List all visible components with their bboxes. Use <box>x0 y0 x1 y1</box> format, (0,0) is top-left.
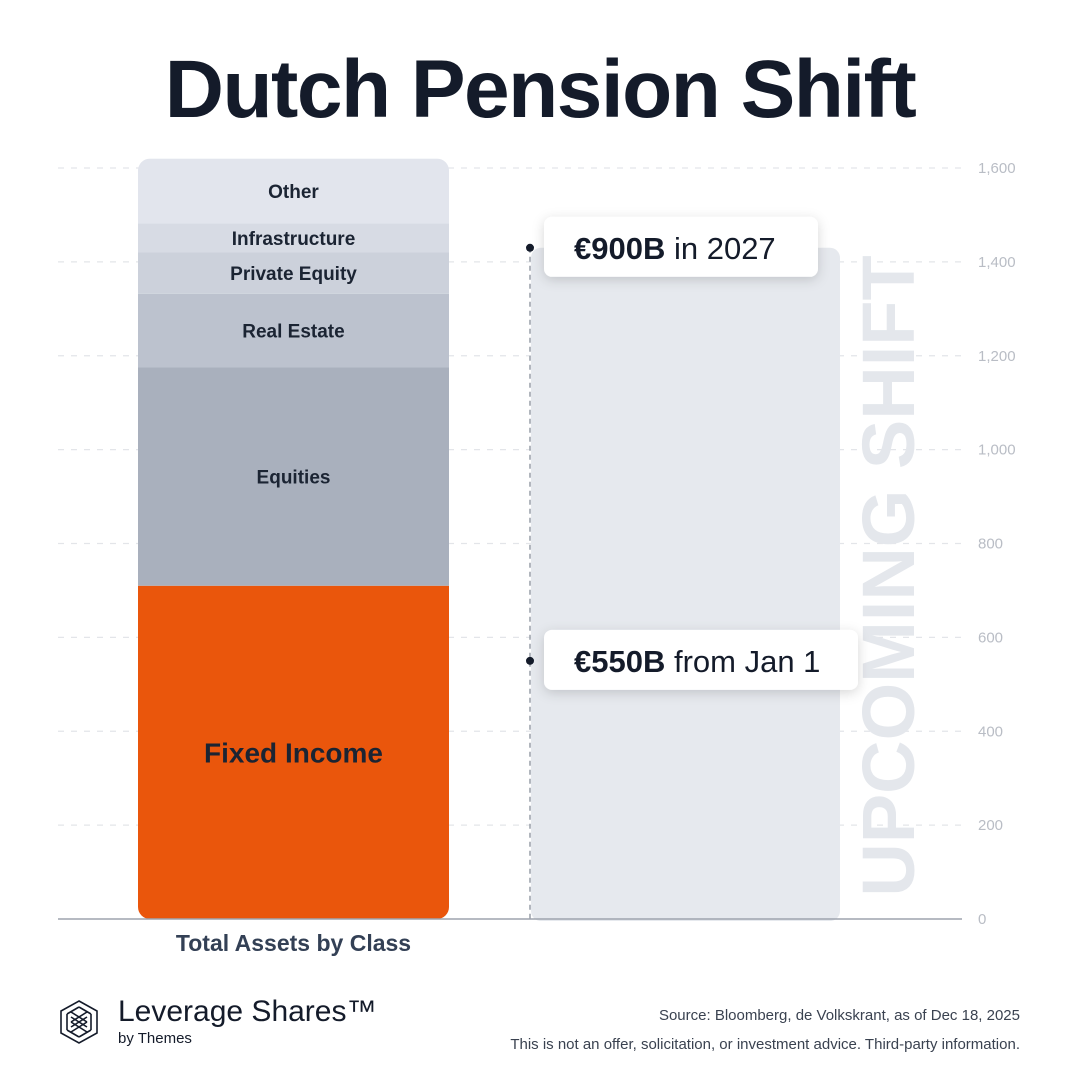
bar-segment-private-equity <box>138 252 449 294</box>
y-tick-label: 1,200 <box>978 348 1016 365</box>
annotation-callout: €900B in 2027 <box>544 216 818 277</box>
segment-label: Equities <box>257 468 331 489</box>
segment-label: Infrastructure <box>232 229 356 250</box>
y-tick-label: 0 <box>978 911 986 928</box>
footer-notes: Source: Bloomberg, de Volkskrant, as of … <box>510 1001 1020 1059</box>
y-tick-label: 1,000 <box>978 442 1016 459</box>
annotation-dot <box>526 243 534 252</box>
disclaimer-note: This is not an offer, solicitation, or i… <box>510 1036 1020 1053</box>
annotation-text: €900B in 2027 <box>574 231 776 266</box>
segment-label: Real Estate <box>242 322 344 343</box>
brand-subtitle: by Themes <box>118 1030 192 1047</box>
x-axis-label: Total Assets by Class <box>175 930 412 956</box>
y-tick-label: 600 <box>978 629 1003 646</box>
y-tick-label: 800 <box>978 536 1003 553</box>
bar-segment-other <box>138 158 449 224</box>
upcoming-shift-bar <box>531 247 840 921</box>
leverage-shares-logo-icon <box>60 999 98 1044</box>
brand-logo: Leverage Shares™ by Themes <box>58 996 377 1047</box>
upcoming-shift-watermark: UPCOMING SHIFT <box>847 255 930 896</box>
y-tick-label: 1,400 <box>978 254 1016 271</box>
page-title: Dutch Pension Shift <box>164 44 917 135</box>
y-tick-label: 200 <box>978 817 1003 834</box>
bar-segment-fixed-income <box>138 585 449 919</box>
y-tick-label: 400 <box>978 723 1003 740</box>
source-note: Source: Bloomberg, de Volkskrant, as of … <box>658 1007 1020 1024</box>
annotation-text: €550B from Jan 1 <box>574 644 820 679</box>
bar-segment-equities <box>138 367 449 586</box>
segment-label: Other <box>268 182 319 203</box>
annotation-dot <box>526 656 534 665</box>
brand-name: Leverage Shares™ <box>118 995 377 1028</box>
y-tick-label: 1,600 <box>978 160 1016 177</box>
segment-label: Fixed Income <box>204 737 383 768</box>
segment-label: Private Equity <box>230 264 357 285</box>
bar-segment-real-estate <box>138 293 449 368</box>
annotation-callout: €550B from Jan 1 <box>544 629 858 690</box>
bar-segment-infrastructure <box>138 223 449 253</box>
